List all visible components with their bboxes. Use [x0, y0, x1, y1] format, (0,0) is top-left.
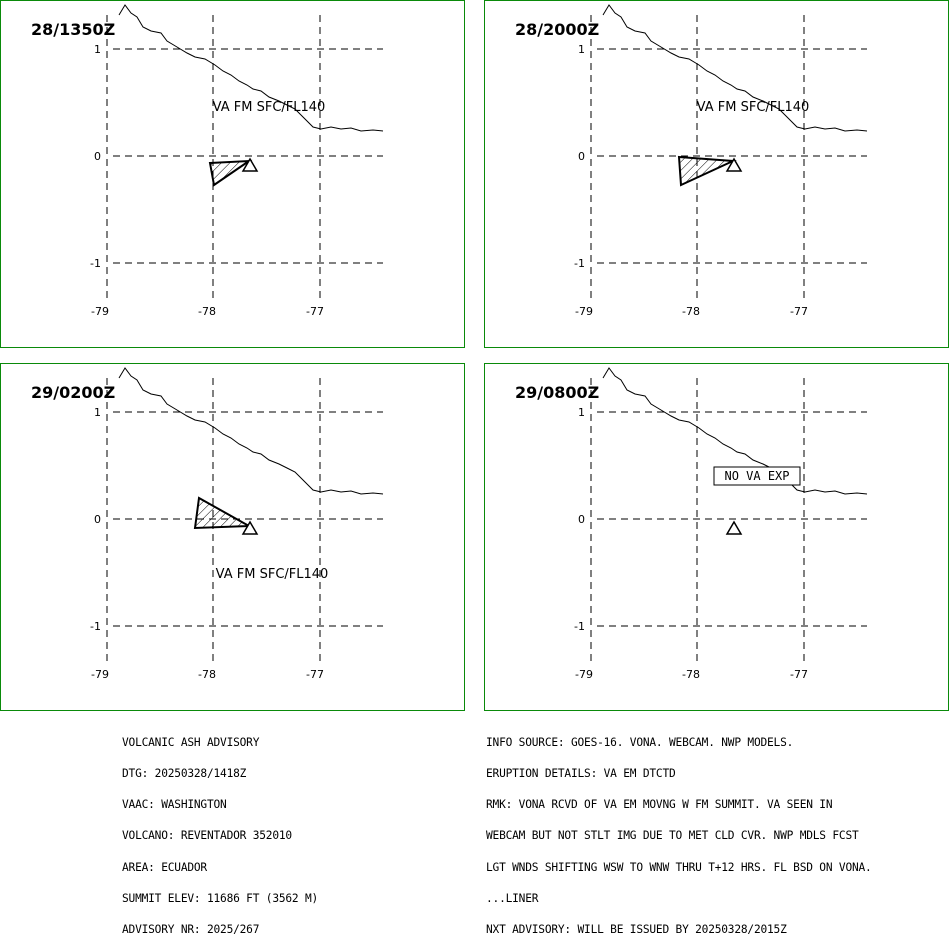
- lon-tick: -77: [790, 305, 808, 318]
- volcano-triangle-icon: [241, 157, 259, 172]
- volcano-triangle-icon: [725, 520, 743, 535]
- advisory-line: DTG: 20250328/1418Z: [122, 767, 247, 781]
- lon-tick: -77: [790, 668, 808, 681]
- lat-tick: -1: [574, 257, 585, 270]
- ash-cloud-polygon: [208, 159, 253, 187]
- forecast-panel-4: 29/0800Z 1 0 -1 -79 -78 -77 NO VA EXP: [484, 363, 949, 711]
- lon-tick: -79: [575, 305, 593, 318]
- lat-tick: 1: [578, 406, 585, 419]
- no-va-box: [713, 466, 801, 486]
- ash-cloud-polygon: [193, 496, 253, 530]
- va-label: VA FM SFC/FL140: [213, 100, 326, 115]
- advisory-line: AREA: ECUADOR: [122, 860, 207, 874]
- advisory-line: VOLCANO: REVENTADOR 352010: [122, 829, 292, 843]
- volcano-triangle-icon: [241, 520, 259, 535]
- advisory-line: LGT WNDS SHIFTING WSW TO WNW THRU T+12 H…: [486, 860, 872, 874]
- advisory-line: ...LINER: [486, 891, 539, 905]
- lat-tick: 0: [578, 513, 585, 526]
- lon-tick: -79: [575, 668, 593, 681]
- coastline: [118, 4, 384, 132]
- lat-tick: 1: [578, 43, 585, 56]
- map-canvas: 28/2000Z 1 0 -1 -79 -78 -77 VA FM SFC/FL…: [515, 4, 868, 318]
- lat-tick: 1: [94, 406, 101, 419]
- lon-tick: -79: [91, 668, 109, 681]
- valid-time: 29/0200Z: [31, 383, 115, 402]
- lat-tick: -1: [90, 257, 101, 270]
- advisory-line: VOLCANIC ASH ADVISORY: [122, 735, 260, 749]
- valid-time: 28/1350Z: [31, 20, 115, 39]
- valid-time: 28/2000Z: [515, 20, 599, 39]
- map-canvas: 29/0800Z 1 0 -1 -79 -78 -77 NO VA EXP: [515, 367, 868, 681]
- lat-tick: 0: [578, 150, 585, 163]
- advisory-line: INFO SOURCE: GOES-16. VONA. WEBCAM. NWP …: [486, 735, 794, 749]
- lat-tick: -1: [90, 620, 101, 633]
- advisory-line: SUMMIT ELEV: 11686 FT (3562 M): [122, 891, 319, 905]
- no-va-label: NO VA EXP: [724, 469, 789, 483]
- advisory-line: VAAC: WASHINGTON: [122, 798, 227, 812]
- volcano-triangle-icon: [725, 157, 743, 172]
- lon-tick: -78: [198, 305, 216, 318]
- va-label: VA FM SFC/FL140: [216, 567, 329, 582]
- advisory-summary: VOLCANIC ASH ADVISORY DTG: 20250328/1418…: [122, 717, 318, 946]
- coastline: [118, 367, 384, 495]
- lat-tick: -1: [574, 620, 585, 633]
- advisory-details: INFO SOURCE: GOES-16. VONA. WEBCAM. NWP …: [486, 717, 872, 946]
- lon-tick: -78: [682, 668, 700, 681]
- lat-tick: 0: [94, 150, 101, 163]
- coastline: [602, 4, 868, 132]
- lon-tick: -79: [91, 305, 109, 318]
- map-canvas: 28/1350Z 1 0 -1 -79 -78 -77 VA FM SFC/FL…: [31, 4, 384, 318]
- advisory-line: WEBCAM BUT NOT STLT IMG DUE TO MET CLD C…: [486, 829, 859, 843]
- lon-tick: -77: [306, 305, 324, 318]
- forecast-panel-2: 28/2000Z 1 0 -1 -79 -78 -77 VA FM SFC/FL…: [484, 0, 949, 348]
- forecast-panel-1: 28/1350Z 1 0 -1 -79 -78 -77 VA FM SFC/FL…: [0, 0, 465, 348]
- lon-tick: -77: [306, 668, 324, 681]
- advisory-line: ADVISORY NR: 2025/267: [122, 923, 260, 937]
- advisory-line: ERUPTION DETAILS: VA EM DTCTD: [486, 767, 676, 781]
- va-label: VA FM SFC/FL140: [697, 100, 810, 115]
- ash-cloud-polygon: [677, 155, 737, 187]
- lat-tick: 1: [94, 43, 101, 56]
- lon-tick: -78: [682, 305, 700, 318]
- forecast-panel-3: 29/0200Z 1 0 -1 -79 -78 -77 VA FM SFC/FL…: [0, 363, 465, 711]
- map-canvas: 29/0200Z 1 0 -1 -79 -78 -77 VA FM SFC/FL…: [31, 367, 384, 681]
- advisory-line: RMK: VONA RCVD OF VA EM MOVNG W FM SUMMI…: [486, 798, 833, 812]
- lon-tick: -78: [198, 668, 216, 681]
- advisory-line: NXT ADVISORY: WILL BE ISSUED BY 20250328…: [486, 923, 787, 937]
- lat-tick: 0: [94, 513, 101, 526]
- coastline: [602, 367, 868, 495]
- valid-time: 29/0800Z: [515, 383, 599, 402]
